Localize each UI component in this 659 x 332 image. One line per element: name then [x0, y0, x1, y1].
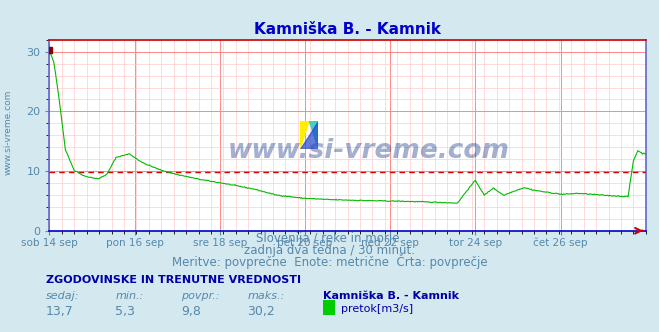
Text: zadnja dva tedna / 30 minut.: zadnja dva tedna / 30 minut. [244, 244, 415, 257]
Text: 5,3: 5,3 [115, 305, 135, 318]
Text: sedaj:: sedaj: [46, 291, 80, 301]
Text: ZGODOVINSKE IN TRENUTNE VREDNOSTI: ZGODOVINSKE IN TRENUTNE VREDNOSTI [46, 275, 301, 285]
Text: www.si-vreme.com: www.si-vreme.com [3, 90, 13, 176]
Text: Meritve: povprečne  Enote: metrične  Črta: povprečje: Meritve: povprečne Enote: metrične Črta:… [172, 254, 487, 269]
Polygon shape [309, 121, 318, 149]
Text: povpr.:: povpr.: [181, 291, 219, 301]
Title: Kamniška B. - Kamnik: Kamniška B. - Kamnik [254, 22, 441, 37]
Text: 9,8: 9,8 [181, 305, 201, 318]
Text: 30,2: 30,2 [247, 305, 275, 318]
Polygon shape [300, 121, 309, 149]
Text: min.:: min.: [115, 291, 144, 301]
Text: 13,7: 13,7 [46, 305, 74, 318]
Text: pretok[m3/s]: pretok[m3/s] [341, 304, 413, 314]
Text: Slovenija / reke in morje.: Slovenija / reke in morje. [256, 232, 403, 245]
Text: Kamniška B. - Kamnik: Kamniška B. - Kamnik [323, 291, 459, 301]
Text: maks.:: maks.: [247, 291, 285, 301]
Text: www.si-vreme.com: www.si-vreme.com [227, 137, 509, 164]
Polygon shape [300, 121, 318, 149]
